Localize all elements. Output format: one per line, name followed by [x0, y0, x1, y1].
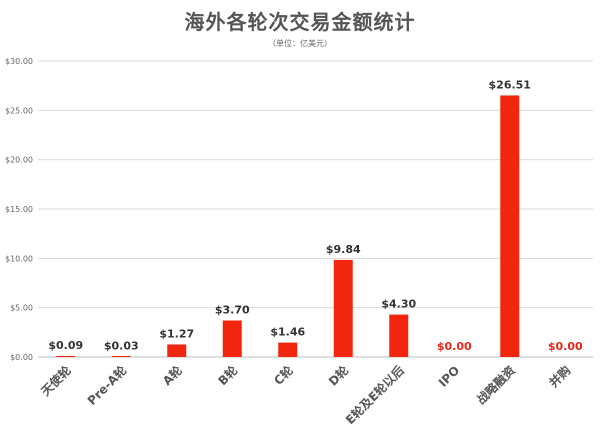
- x-tick-label: B轮: [215, 362, 241, 388]
- y-tick-label: $15.00: [5, 205, 33, 214]
- bar: [278, 342, 298, 357]
- chart-subtitle: （单位：亿美元）: [268, 39, 332, 48]
- y-tick-label: $20.00: [5, 156, 33, 165]
- data-label: $26.51: [489, 78, 531, 91]
- x-tick-label: E轮及E轮以后: [342, 363, 407, 428]
- data-label: $0.00: [548, 340, 583, 353]
- y-tick-label: $10.00: [5, 254, 33, 263]
- y-tick-label: $30.00: [5, 57, 33, 66]
- bar: [167, 344, 187, 357]
- bar: [500, 95, 520, 358]
- x-tick-label: IPO: [436, 363, 462, 389]
- x-tick-label: 天使轮: [38, 362, 75, 399]
- x-tick-label: D轮: [325, 362, 352, 389]
- x-tick-label: 并购: [546, 363, 574, 391]
- data-label: $1.27: [159, 327, 194, 340]
- x-tick-label: A轮: [159, 362, 185, 388]
- bar: [222, 320, 242, 357]
- x-tick-label: 战略融资: [473, 363, 518, 408]
- y-tick-label: $25.00: [5, 106, 33, 115]
- data-label: $3.70: [215, 303, 250, 316]
- bar: [56, 356, 76, 357]
- bar: [389, 314, 409, 357]
- x-tick-label: C轮: [271, 362, 297, 388]
- y-tick-label: $5.00: [10, 304, 33, 313]
- data-label: $0.03: [104, 340, 139, 353]
- bar: [111, 356, 131, 357]
- data-label: $0.09: [48, 339, 83, 352]
- data-label: $1.46: [270, 326, 305, 339]
- chart-title: 海外各轮次交易金额统计: [184, 10, 416, 34]
- data-label: $9.84: [326, 243, 361, 256]
- y-tick-label: $0.00: [10, 353, 33, 362]
- x-tick-label: Pre-A轮: [84, 362, 130, 408]
- data-label: $0.00: [437, 340, 472, 353]
- bar: [333, 259, 353, 357]
- data-label: $4.30: [381, 298, 416, 311]
